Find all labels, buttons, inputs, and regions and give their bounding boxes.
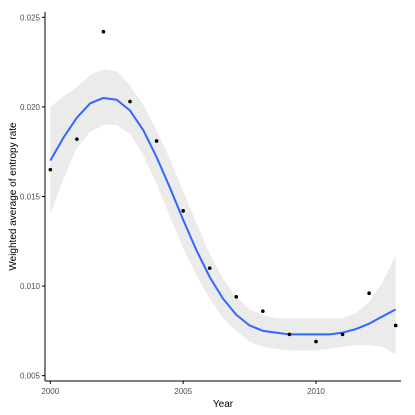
data-point xyxy=(181,209,185,213)
y-tick-label: 0.010 xyxy=(20,282,41,291)
data-point xyxy=(314,339,318,344)
x-tick-label: 2005 xyxy=(174,387,192,396)
y-tick-label: 0.020 xyxy=(20,103,41,112)
y-tick-label: 0.015 xyxy=(20,193,41,202)
data-point xyxy=(340,332,345,337)
x-axis-title: Year xyxy=(213,399,234,410)
data-point xyxy=(75,137,79,141)
y-axis-title: Weighted average of entropy rate xyxy=(8,122,19,271)
x-tick-label: 2000 xyxy=(41,387,59,396)
smooth-line xyxy=(49,96,397,336)
data-point xyxy=(154,139,159,143)
data-point xyxy=(261,309,265,313)
data-point xyxy=(48,167,53,172)
data-point xyxy=(393,323,398,328)
data-point xyxy=(367,291,371,296)
y-tick-label: 0.025 xyxy=(20,13,41,22)
data-point xyxy=(101,29,106,34)
data-point xyxy=(128,99,132,104)
data-point xyxy=(287,332,292,337)
confidence-band-layer xyxy=(50,69,396,355)
smooth-line-layer xyxy=(49,96,397,336)
data-points-layer xyxy=(48,29,398,344)
data-point xyxy=(207,266,212,270)
y-tick-label: 0.005 xyxy=(20,372,41,381)
x-tick-label: 2010 xyxy=(307,387,325,396)
confidence-band xyxy=(50,69,396,355)
data-point xyxy=(234,295,239,299)
x-axis-ticks: 2000 2005 2010 xyxy=(41,381,325,396)
y-axis-ticks: 0.005 0.010 0.015 0.020 0.025 xyxy=(20,13,45,381)
